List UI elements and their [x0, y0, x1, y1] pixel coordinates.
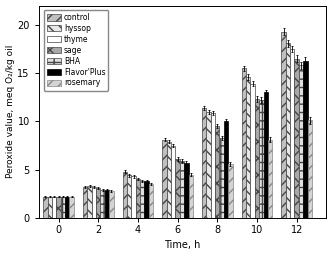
Bar — [246, 77, 250, 218]
Bar — [286, 43, 290, 218]
Bar — [92, 187, 96, 218]
Bar — [211, 113, 215, 218]
Bar — [171, 146, 175, 218]
Bar — [299, 66, 303, 218]
Bar — [228, 164, 233, 218]
Bar — [83, 187, 87, 218]
X-axis label: Time, h: Time, h — [164, 240, 201, 250]
Bar — [131, 176, 136, 218]
Bar — [242, 68, 246, 218]
Bar — [290, 49, 294, 218]
Bar — [149, 184, 153, 218]
Y-axis label: Peroxide value, meq O₂/kg oil: Peroxide value, meq O₂/kg oil — [6, 45, 15, 178]
Bar — [123, 172, 127, 218]
Bar — [255, 99, 259, 218]
Bar — [303, 61, 307, 218]
Bar — [219, 138, 224, 218]
Bar — [109, 191, 114, 218]
Bar — [87, 186, 92, 218]
Bar — [48, 197, 52, 218]
Bar — [250, 84, 255, 218]
Bar — [264, 92, 268, 218]
Bar — [52, 197, 56, 218]
Bar — [224, 121, 228, 218]
Bar — [202, 108, 207, 218]
Bar — [96, 188, 101, 218]
Bar — [105, 190, 109, 218]
Bar — [162, 140, 167, 218]
Bar — [167, 142, 171, 218]
Bar — [101, 190, 105, 218]
Bar — [175, 159, 180, 218]
Bar — [268, 140, 272, 218]
Bar — [144, 181, 149, 218]
Bar — [43, 197, 48, 218]
Bar — [282, 32, 286, 218]
Bar — [215, 126, 219, 218]
Bar — [69, 197, 74, 218]
Bar — [127, 175, 131, 218]
Bar — [61, 197, 65, 218]
Bar — [259, 100, 264, 218]
Bar — [189, 175, 193, 218]
Bar — [207, 112, 211, 218]
Bar — [180, 161, 184, 218]
Bar — [136, 179, 140, 218]
Bar — [307, 120, 312, 218]
Bar — [140, 181, 144, 218]
Bar — [65, 197, 69, 218]
Bar — [184, 163, 189, 218]
Bar — [56, 197, 61, 218]
Bar — [294, 59, 299, 218]
Legend: control, hyssop, thyme, sage, BHA, Flavor'Plus, rosemary: control, hyssop, thyme, sage, BHA, Flavo… — [44, 10, 109, 91]
